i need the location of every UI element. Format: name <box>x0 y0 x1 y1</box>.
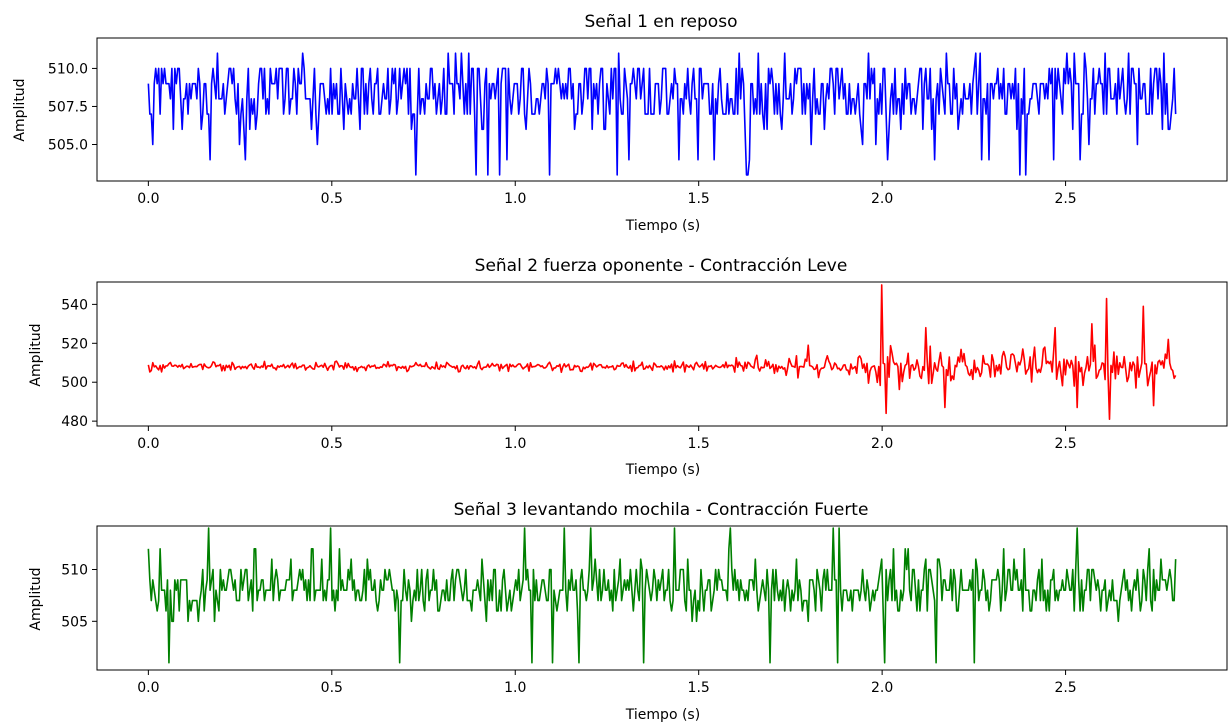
subplot-3-yticks: 505 510 <box>61 563 97 630</box>
xtick-label: 0.5 <box>321 191 343 207</box>
subplot-2-series <box>147 284 1177 420</box>
ytick-label: 500 <box>61 375 88 391</box>
xtick-label: 1.5 <box>688 680 710 696</box>
subplot-1: Señal 1 en reposo 0.0 0.5 1.0 1.5 2.0 2.5 505… <box>12 12 1228 234</box>
xtick-label: 2.5 <box>1054 191 1076 207</box>
xtick-label: 1.0 <box>504 680 526 696</box>
subplot-2-xticks: 0.0 0.5 1.0 1.5 2.0 2.5 <box>137 426 1077 452</box>
xtick-label: 2.0 <box>871 680 893 696</box>
xtick-label: 0.5 <box>321 436 343 452</box>
xtick-label: 2.5 <box>1054 436 1076 452</box>
subplot-3-series <box>147 527 1177 664</box>
series-line <box>147 284 1177 420</box>
ytick-label: 510.0 <box>48 61 88 77</box>
ytick-label: 520 <box>61 336 88 352</box>
subplot-3-title: Señal 3 levantando mochila - Contracción… <box>454 500 869 520</box>
subplot-1-yticks: 505.0 507.5 510.0 <box>48 61 97 153</box>
subplot-3-xticks: 0.0 0.5 1.0 1.5 2.0 2.5 <box>137 670 1077 696</box>
subplot-1-xticks: 0.0 0.5 1.0 1.5 2.0 2.5 <box>137 181 1077 207</box>
ytick-label: 540 <box>61 297 88 313</box>
subplot-2-xlabel: Tiempo (s) <box>625 462 700 478</box>
subplot-1-series <box>147 52 1177 176</box>
subplot-3: Señal 3 levantando mochila - Contracción… <box>28 500 1228 723</box>
ytick-label: 507.5 <box>48 99 88 115</box>
xtick-label: 1.5 <box>688 436 710 452</box>
xtick-label: 2.0 <box>871 436 893 452</box>
xtick-label: 1.0 <box>504 191 526 207</box>
subplot-2-title: Señal 2 fuerza oponente - Contracción Le… <box>475 256 848 276</box>
xtick-label: 0.0 <box>137 436 159 452</box>
ytick-label: 505 <box>61 614 88 630</box>
series-line <box>147 527 1177 664</box>
ytick-label: 480 <box>61 414 88 430</box>
xtick-label: 0.0 <box>137 680 159 696</box>
xtick-label: 2.5 <box>1054 680 1076 696</box>
subplot-1-ylabel: Amplitud <box>12 78 28 141</box>
subplot-2: Señal 2 fuerza oponente - Contracción Le… <box>28 256 1228 478</box>
xtick-label: 2.0 <box>871 191 893 207</box>
subplot-1-xlabel: Tiempo (s) <box>625 218 700 234</box>
subplot-3-xlabel: Tiempo (s) <box>625 707 700 723</box>
subplot-2-yticks: 480 500 520 540 <box>61 297 97 430</box>
xtick-label: 0.0 <box>137 191 159 207</box>
subplot-3-axes-frame <box>96 525 1228 671</box>
subplot-2-axes-frame <box>96 281 1228 427</box>
series-line <box>147 52 1177 176</box>
xtick-label: 1.5 <box>688 191 710 207</box>
xtick-label: 0.5 <box>321 680 343 696</box>
xtick-label: 1.0 <box>504 436 526 452</box>
subplot-2-ylabel: Amplitud <box>28 323 44 386</box>
subplot-3-ylabel: Amplitud <box>28 567 44 630</box>
ytick-label: 510 <box>61 563 88 579</box>
subplot-1-title: Señal 1 en reposo <box>585 12 738 32</box>
ytick-label: 505.0 <box>48 137 88 153</box>
subplot-1-axes-frame <box>96 37 1228 182</box>
